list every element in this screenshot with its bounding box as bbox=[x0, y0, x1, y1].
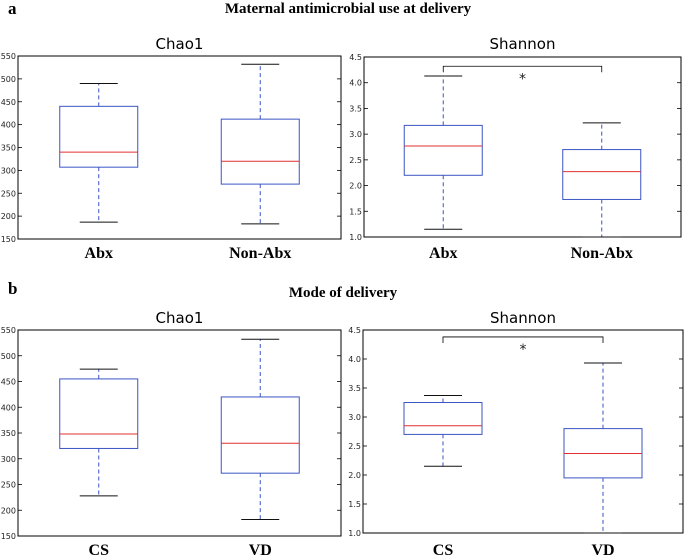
y-tick-label: 1.0 bbox=[349, 233, 362, 242]
box-non-abx bbox=[220, 63, 300, 225]
iqr-box bbox=[403, 124, 483, 176]
plot-title: Chao1 bbox=[156, 35, 204, 53]
plot-title: Shannon bbox=[490, 35, 556, 53]
y-tick-label: 300 bbox=[1, 455, 16, 464]
category-label: Non-Abx bbox=[571, 245, 633, 262]
y-tick-label: 550 bbox=[1, 326, 16, 335]
iqr-box bbox=[59, 105, 139, 168]
category-label: Non-Abx bbox=[229, 245, 291, 262]
y-tick-label: 1.5 bbox=[348, 500, 361, 509]
y-tick-label: 4.0 bbox=[349, 79, 362, 88]
box-abx bbox=[59, 82, 139, 223]
y-tick-label: 150 bbox=[1, 532, 16, 541]
y-tick-label: 2.0 bbox=[348, 471, 361, 480]
y-tick-label: 500 bbox=[1, 75, 16, 84]
y-tick-label: 350 bbox=[1, 144, 16, 153]
chart-b-chao1: Chao1 150 200 250 300 350 400 450 500 550 CS VD bbox=[1, 309, 342, 558]
y-tick-label: 3.5 bbox=[348, 384, 361, 393]
y-tick-label: 500 bbox=[1, 352, 16, 361]
y-tick-label: 4.5 bbox=[349, 53, 362, 62]
category-label: VD bbox=[249, 542, 272, 558]
y-tick-label: 400 bbox=[1, 121, 16, 130]
y-tick-label: 4.5 bbox=[348, 326, 361, 335]
plot-frame bbox=[363, 56, 682, 238]
y-tick-label: 4.0 bbox=[348, 355, 361, 364]
box-non-abx bbox=[562, 122, 642, 238]
y-tick-label: 2.5 bbox=[349, 156, 362, 165]
y-tick-label: 150 bbox=[1, 235, 16, 244]
section-title-b: Mode of delivery bbox=[289, 285, 398, 301]
y-tick-label: 3.0 bbox=[348, 413, 361, 422]
iqr-box bbox=[59, 378, 139, 449]
category-label: VD bbox=[591, 542, 614, 558]
bracket-line bbox=[442, 65, 603, 73]
y-tick-label: 450 bbox=[1, 98, 16, 107]
y-tick-label: 3.0 bbox=[349, 130, 362, 139]
y-tick-label: 1.0 bbox=[348, 529, 361, 538]
significance-star: * bbox=[519, 71, 526, 87]
box-cs bbox=[403, 395, 483, 467]
chart-b-shannon: Shannon 1.0 1.5 2.0 2.5 3.0 3.5 4.0 4.5 CS VD * bbox=[348, 309, 684, 558]
iqr-box bbox=[562, 149, 642, 200]
y-tick-label: 2.5 bbox=[348, 442, 361, 451]
category-label: CS bbox=[89, 542, 110, 558]
significance-bracket: * bbox=[442, 336, 604, 358]
section-title-a: Maternal antimicrobial use at delivery bbox=[225, 1, 472, 17]
plot-title: Chao1 bbox=[156, 309, 204, 327]
y-tick-label: 550 bbox=[1, 52, 16, 61]
significance-bracket: * bbox=[442, 65, 603, 87]
plot-frame bbox=[362, 329, 684, 534]
box-vd bbox=[220, 338, 300, 521]
y-tick-label: 3.5 bbox=[349, 104, 362, 113]
y-tick-label: 2.0 bbox=[349, 182, 362, 191]
plot-title: Shannon bbox=[490, 309, 556, 327]
iqr-box bbox=[403, 402, 483, 435]
iqr-box bbox=[220, 118, 300, 185]
iqr-box bbox=[220, 396, 300, 474]
panel-letter-b: b bbox=[8, 279, 17, 298]
bracket-line bbox=[442, 336, 604, 343]
chart-a-shannon: Shannon 1.0 1.5 2.0 2.5 3.0 3.5 4.0 4.5 Abx Non-Ab… bbox=[349, 35, 682, 262]
y-tick-label: 1.5 bbox=[349, 207, 362, 216]
y-tick-label: 300 bbox=[1, 166, 16, 175]
box-vd bbox=[563, 362, 643, 534]
y-tick-label: 200 bbox=[1, 506, 16, 515]
y-tick-label: 350 bbox=[1, 429, 16, 438]
y-tick-label: 200 bbox=[1, 212, 16, 221]
significance-star: * bbox=[520, 342, 527, 358]
category-label: Abx bbox=[429, 245, 457, 262]
category-label: CS bbox=[433, 542, 454, 558]
box-abx bbox=[403, 75, 483, 230]
y-tick-label: 450 bbox=[1, 378, 16, 387]
category-label: Abx bbox=[85, 245, 113, 262]
chart-a-chao1: Chao1 150 200 250 300 350 400 450 500 550 Abx Non-A… bbox=[1, 35, 342, 262]
y-tick-label: 400 bbox=[1, 403, 16, 412]
box-cs bbox=[59, 368, 139, 497]
y-tick-label: 250 bbox=[1, 481, 16, 490]
y-tick-label: 250 bbox=[1, 189, 16, 198]
panel-letter-a: a bbox=[8, 0, 17, 18]
